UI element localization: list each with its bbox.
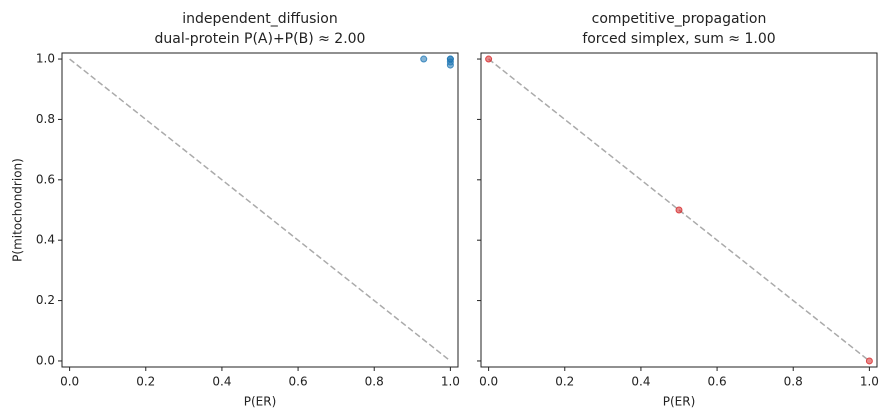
y-tick-label: 0.8 xyxy=(36,112,55,126)
point xyxy=(420,55,428,63)
y-tick-label: 0.0 xyxy=(36,353,55,367)
x-tick-label: 1.0 xyxy=(860,375,879,389)
y-tick-label: 0.4 xyxy=(36,233,55,247)
x-axis-label: P(ER) xyxy=(244,395,277,409)
plot-frame xyxy=(61,52,459,368)
x-tick-label: 0.4 xyxy=(631,375,650,389)
chart-title: independent_diffusion xyxy=(182,11,337,27)
y-tick-label: 0.2 xyxy=(36,293,55,307)
x-tick-label: 1.0 xyxy=(441,375,460,389)
y-tick-label: 0.6 xyxy=(36,172,55,186)
x-tick-label: 0.0 xyxy=(60,375,79,389)
point xyxy=(485,55,493,63)
x-tick-label: 0.4 xyxy=(212,375,231,389)
x-tick-label: 0.2 xyxy=(555,375,574,389)
point xyxy=(865,357,873,365)
x-tick-label: 0.8 xyxy=(365,375,384,389)
chart-title: competitive_propagation xyxy=(592,11,767,27)
point xyxy=(675,206,683,214)
x-tick-label: 0.0 xyxy=(479,375,498,389)
plot-frame xyxy=(480,52,878,368)
chart-subtitle: dual-protein P(A)+P(B) ≈ 2.00 xyxy=(155,31,366,47)
reference-line xyxy=(69,58,451,362)
point xyxy=(446,55,454,63)
x-axis-label: P(ER) xyxy=(663,395,696,409)
y-tick-label: 1.0 xyxy=(36,52,55,66)
chart-subtitle: forced simplex, sum ≈ 1.00 xyxy=(582,31,775,47)
x-tick-label: 0.8 xyxy=(784,375,803,389)
y-axis-label: P(mitochondrion) xyxy=(11,158,25,262)
x-tick-label: 0.6 xyxy=(289,375,308,389)
x-tick-label: 0.6 xyxy=(708,375,727,389)
x-tick-label: 0.2 xyxy=(136,375,155,389)
